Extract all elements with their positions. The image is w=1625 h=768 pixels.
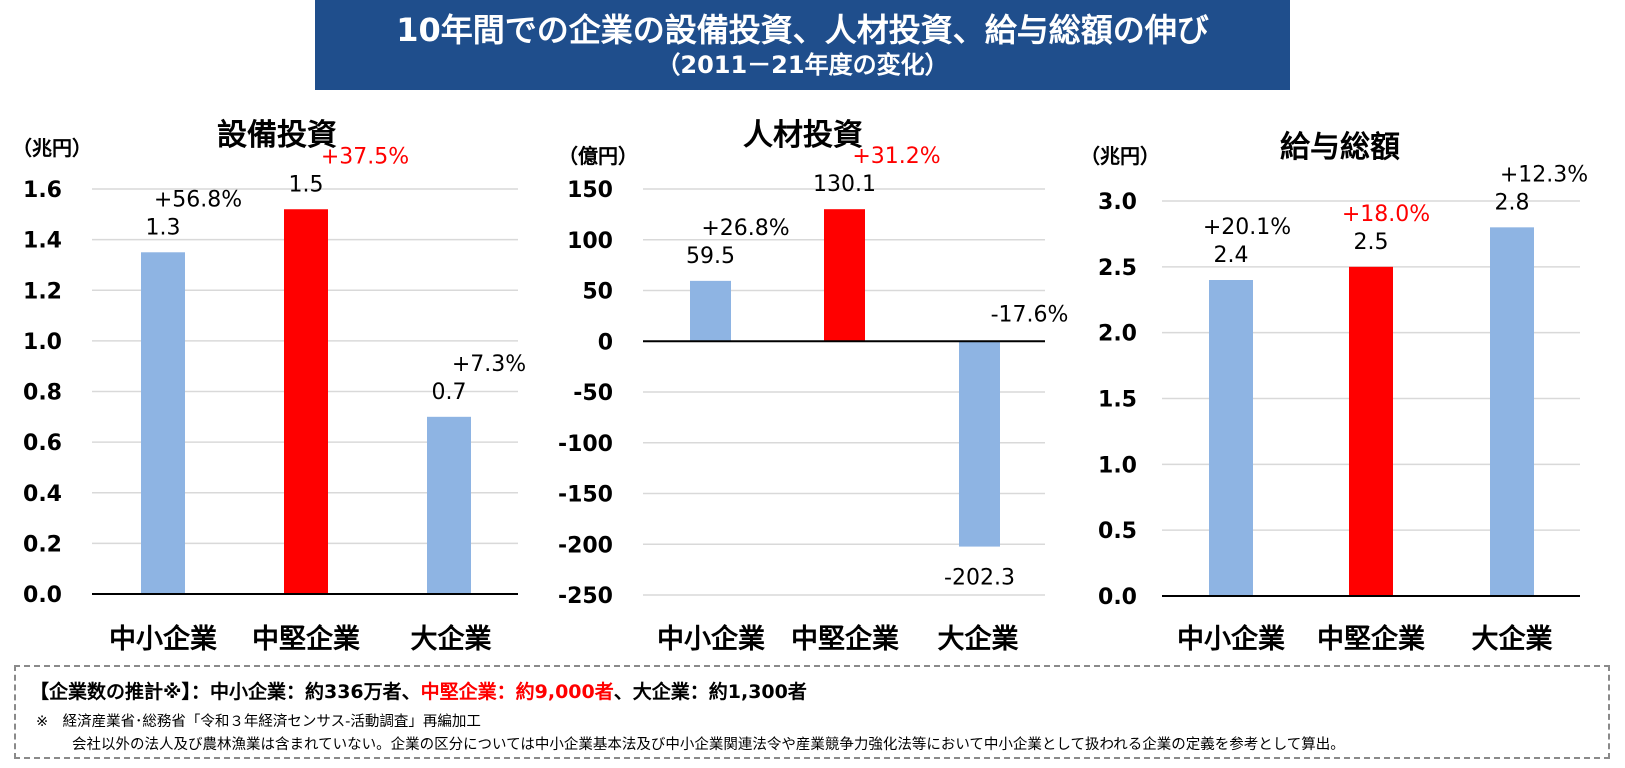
bar <box>141 252 185 594</box>
growth-label: +20.1% <box>1203 215 1291 240</box>
growth-label: +37.5% <box>321 144 409 169</box>
growth-label: +18.0% <box>1342 202 1430 227</box>
y-tick-label: 0.2 <box>23 532 62 557</box>
y-tick-label: -150 <box>558 483 613 508</box>
data-label: -202.3 <box>944 566 1015 591</box>
bar <box>1490 227 1534 597</box>
y-tick-label: 1.0 <box>23 330 62 355</box>
bar <box>427 416 471 594</box>
company-count-estimate: 【企業数の推計※】：中小企業：約336万者、中堅企業：約9,000者、大企業：約… <box>30 677 807 704</box>
data-label: 130.1 <box>813 172 876 197</box>
y-tick-label: 3.0 <box>1098 190 1137 215</box>
y-tick-label: 1.5 <box>1098 388 1137 413</box>
y-tick-label: -100 <box>558 432 613 457</box>
y-tick-label: 0.0 <box>1098 585 1137 610</box>
growth-label: +31.2% <box>852 144 940 169</box>
bar <box>1349 266 1393 596</box>
y-tick-label: 100 <box>567 229 613 254</box>
x-category-label: 中堅企業 <box>252 623 360 655</box>
y-tick-label: 1.6 <box>23 178 62 203</box>
y-tick-label: 0 <box>598 330 613 355</box>
definition-note: 会社以外の法人及び農林漁業は含まれていない。企業の区分については中小企業基本法及… <box>72 737 1345 753</box>
data-label: 2.5 <box>1354 230 1389 255</box>
x-category-label: 大企業 <box>938 623 1019 655</box>
footer-box: 【企業数の推計※】：中小企業：約336万者、中堅企業：約9,000者、大企業：約… <box>14 665 1610 759</box>
data-label: 0.7 <box>432 380 467 405</box>
growth-label: -17.6% <box>991 302 1069 327</box>
y-tick-label: 0.0 <box>23 583 62 608</box>
estimate-text-start: 【企業数の推計※】：中小企業：約336万者、 <box>30 681 421 703</box>
data-label: 2.4 <box>1214 243 1249 268</box>
data-label: 1.3 <box>146 215 181 240</box>
y-tick-label: 2.5 <box>1098 256 1137 281</box>
y-tick-label: 0.5 <box>1098 519 1137 544</box>
y-axis-unit: （兆円） <box>12 136 92 160</box>
growth-label: +12.3% <box>1500 162 1588 187</box>
chart-title: 人材投資 <box>743 118 863 153</box>
x-category-label: 中小企業 <box>1177 623 1285 655</box>
title-banner: 10年間での企業の設備投資、人材投資、給与総額の伸び （2011－21年度の変化… <box>315 0 1290 90</box>
data-label: 2.8 <box>1495 190 1530 215</box>
y-tick-label: -50 <box>573 381 613 406</box>
source-note: ※ 経済産業省･総務省「令和３年経済センサス‐活動調査」再編加工 <box>36 714 481 730</box>
growth-label: +56.8% <box>154 187 242 212</box>
x-category-label: 中小企業 <box>109 623 217 655</box>
bar <box>824 209 865 342</box>
y-tick-label: -250 <box>558 584 613 609</box>
y-axis-unit: （億円） <box>558 144 638 168</box>
estimate-text-highlight: 中堅企業：約9,000者 <box>420 681 614 703</box>
y-tick-label: -200 <box>558 533 613 558</box>
growth-label: +7.3% <box>452 352 526 377</box>
x-category-label: 大企業 <box>1472 623 1553 655</box>
page-subtitle: （2011－21年度の変化） <box>656 51 949 79</box>
chart-title: 設備投資 <box>217 118 337 153</box>
chart-title: 給与総額 <box>1280 130 1400 165</box>
growth-label: +26.8% <box>701 216 789 241</box>
y-tick-label: 1.0 <box>1098 453 1137 478</box>
x-category-label: 中堅企業 <box>1317 623 1425 655</box>
x-category-label: 中堅企業 <box>791 623 899 655</box>
bar <box>1209 280 1253 596</box>
y-tick-label: 0.4 <box>23 482 62 507</box>
y-tick-label: 1.2 <box>23 279 62 304</box>
x-category-label: 大企業 <box>411 623 492 655</box>
y-tick-label: 0.8 <box>23 381 62 406</box>
y-tick-label: 1.4 <box>23 229 62 254</box>
estimate-text-end: 、大企業：約1,300者 <box>613 681 807 703</box>
bar <box>959 341 1000 547</box>
page-title: 10年間での企業の設備投資、人材投資、給与総額の伸び <box>396 11 1209 49</box>
bar <box>284 209 328 594</box>
data-label: 1.5 <box>289 172 324 197</box>
data-label: 59.5 <box>686 244 735 269</box>
charts-area: 設備投資 （兆円） 0.0 0.2 0.4 0.6 0.8 1.0 1.2 1.4 1.6 1.3 +5… <box>12 118 1588 655</box>
y-tick-label: 2.0 <box>1098 322 1137 347</box>
y-tick-label: 50 <box>582 280 613 305</box>
y-tick-label: 150 <box>567 178 613 203</box>
y-axis-unit: （兆円） <box>1080 144 1160 168</box>
x-category-label: 中小企業 <box>657 623 765 655</box>
bar <box>690 280 731 342</box>
y-tick-label: 0.6 <box>23 431 62 456</box>
